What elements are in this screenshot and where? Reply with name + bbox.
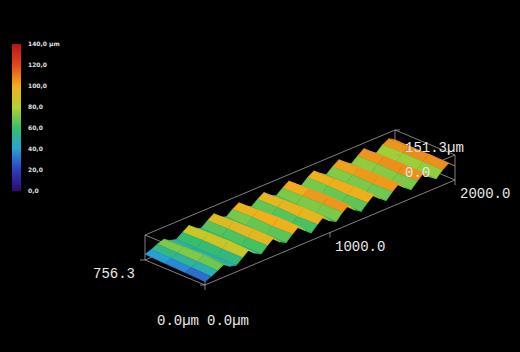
colorbar-label: 40,0 bbox=[28, 145, 43, 152]
tick bbox=[140, 260, 145, 261]
colorbar-label: 100,0 bbox=[28, 82, 47, 89]
tick bbox=[395, 130, 400, 131]
surface-cell bbox=[185, 267, 211, 281]
page: {"chart_data": { "type": "surface", "x":… bbox=[0, 0, 520, 352]
colorbar-label: 60,0 bbox=[28, 124, 43, 131]
x-axis-line bbox=[205, 180, 455, 285]
colorbar-label: 140,0 µm bbox=[28, 40, 60, 48]
box-edge bbox=[205, 155, 455, 260]
colorbar-label: 0,0 bbox=[28, 187, 39, 194]
box-edge bbox=[145, 130, 395, 235]
box-edge bbox=[145, 155, 395, 260]
tick bbox=[200, 285, 205, 286]
box-edge bbox=[455, 155, 456, 180]
colorbar-label: 120,0 bbox=[28, 61, 47, 68]
tick-label: 2000.0 bbox=[460, 186, 510, 202]
colorbar: 140,0 µm 120,0 100,0 80,0 60,0 40,0 20,0 0,0 bbox=[12, 40, 60, 194]
tick bbox=[330, 233, 331, 238]
tick bbox=[455, 180, 456, 185]
surface bbox=[145, 139, 455, 282]
tick bbox=[205, 285, 206, 290]
colorbar-label: 80,0 bbox=[28, 103, 43, 110]
chart: 0.0µm 1000.0 2000.0 0.0µm 756.3 0.0 151.3µm 140… bbox=[0, 0, 520, 352]
tick-label: 756.3 bbox=[93, 266, 135, 282]
tick bbox=[395, 155, 400, 156]
box-edge bbox=[145, 235, 146, 260]
axis-labels: 0.0µm 1000.0 2000.0 0.0µm 756.3 0.0 151.3µm bbox=[93, 130, 510, 329]
tick-label: 151.3µm bbox=[405, 140, 464, 156]
tick-label: 0.0µm bbox=[157, 313, 199, 329]
colorbar-ramp bbox=[12, 44, 21, 191]
tick-label: 0.0 bbox=[405, 165, 430, 181]
colorbar-label: 20,0 bbox=[28, 166, 43, 173]
tick-label: 1000.0 bbox=[335, 239, 385, 255]
tick-label: 0.0µm bbox=[207, 313, 249, 329]
